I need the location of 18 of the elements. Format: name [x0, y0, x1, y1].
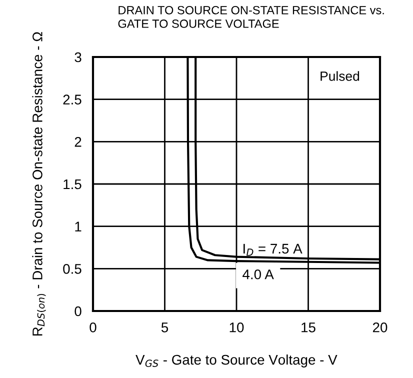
- x-tick-label: 20: [372, 322, 388, 332]
- x-axis-title: V$_{GS}$ - Gate to Source Voltage - V: [136, 354, 338, 368]
- y-axis-title: R$_{DS(on)}$ - Drain to Source On-state Resistance - Ω: [32, 32, 46, 336]
- y-tick-label: 3: [74, 52, 82, 62]
- y-tick-label: 1.5: [64, 179, 82, 190]
- series-label: I$_{D}$ = 7.5 A: [244, 244, 302, 256]
- x-tick-label: 10: [230, 322, 244, 332]
- x-tick-label: 5: [161, 322, 168, 332]
- chart-title: DRAIN TO SOURCE ON-STATE RESISTANCE vs. GATE TO SOURCE VOLTAGE: [118, 6, 384, 28]
- y-tick-label: 2.5: [63, 94, 82, 105]
- x-tick-label: 15: [302, 322, 316, 332]
- y-tick-label: 1: [75, 222, 82, 232]
- series-label: 4.0 A: [242, 269, 274, 280]
- annotation: Pulsed: [320, 71, 360, 81]
- y-tick-label: 2: [74, 137, 82, 147]
- y-tick-label: 0: [74, 306, 82, 316]
- x-tick-label: 0: [90, 322, 96, 332]
- y-tick-label: 0.5: [63, 264, 82, 274]
